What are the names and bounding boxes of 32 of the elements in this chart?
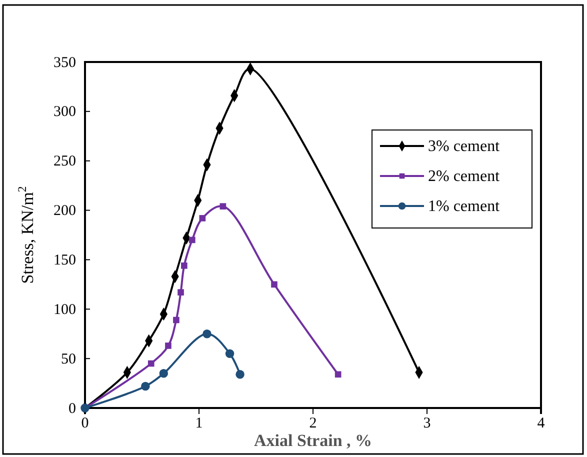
point <box>165 342 172 349</box>
point <box>181 262 188 269</box>
y-tick-label: 350 <box>54 54 76 71</box>
point <box>178 289 184 296</box>
y-tick-label: 300 <box>54 104 76 120</box>
point <box>189 236 196 244</box>
y-tick-label: 0 <box>68 400 76 417</box>
y-tick-label: 200 <box>54 203 76 220</box>
point <box>159 369 168 378</box>
point <box>220 203 226 210</box>
y-tick-label: 50 <box>61 351 76 368</box>
x-tick-label: 3 <box>423 416 431 432</box>
x-tick-label: 1 <box>195 416 203 432</box>
point <box>141 382 150 391</box>
point <box>199 215 206 222</box>
point <box>334 371 342 378</box>
point <box>236 370 244 379</box>
point <box>225 349 234 358</box>
x-tick-label: 2 <box>309 416 317 432</box>
legend-label: 2% cement <box>428 168 500 185</box>
point <box>271 281 278 288</box>
x-tick-label: 4 <box>537 416 546 432</box>
legend-label: 3% cement <box>428 138 500 155</box>
x-tick-label: 0 <box>81 416 89 432</box>
point <box>173 316 180 324</box>
y-tick-label: 100 <box>54 302 76 318</box>
point <box>202 329 212 338</box>
y-tick-label: 150 <box>54 252 76 269</box>
legend-label: 1% cement <box>428 198 500 215</box>
point <box>148 360 154 367</box>
y-tick-label: 250 <box>54 154 76 170</box>
x-axis-title: Axial Strain , % <box>254 431 372 450</box>
